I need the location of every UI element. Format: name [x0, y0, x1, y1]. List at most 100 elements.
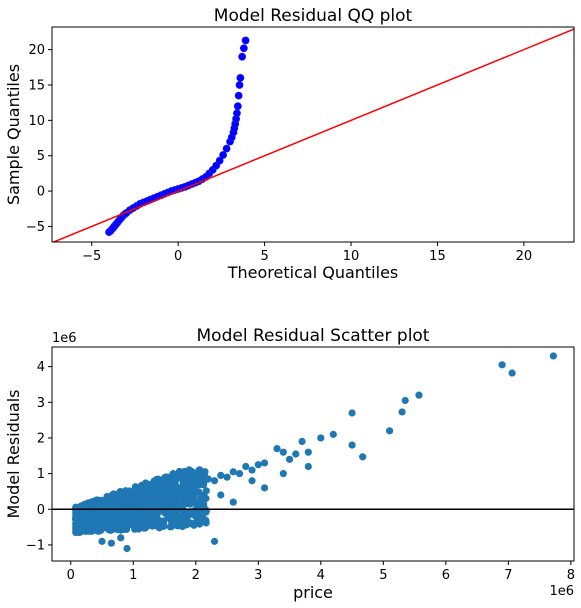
residual-point: [304, 462, 312, 471]
residual-point: [415, 391, 423, 399]
residual-point: [123, 544, 131, 553]
qq-point: [235, 81, 244, 89]
residual-point: [273, 445, 281, 453]
residual-point: [235, 470, 244, 478]
residual-point: [190, 491, 198, 499]
scatter-plot-xticks: 0 1 2 3 4 5 6 7 8: [67, 561, 575, 583]
residual-point: [154, 491, 162, 499]
x-tick-label: 5: [260, 249, 268, 264]
qq-plot-title: Model Residual QQ plot: [214, 6, 413, 26]
residual-point: [148, 516, 156, 524]
qq-plot-frame: [51, 26, 575, 243]
residual-point: [171, 509, 179, 518]
residual-point: [121, 524, 129, 532]
residual-point: [254, 461, 262, 469]
residual-point: [248, 466, 256, 474]
qq-point: [233, 109, 241, 118]
qq-point: [233, 102, 242, 111]
residual-point: [72, 513, 80, 521]
qq-plot-xticks: −5 0 5 10 15 20: [82, 242, 532, 264]
residual-point: [192, 512, 200, 521]
y-tick-label: −1: [26, 538, 45, 553]
residual-point: [148, 488, 156, 496]
residual-point: [242, 462, 250, 471]
residual-point: [74, 525, 82, 533]
x-tick-label: 1: [129, 568, 137, 583]
residual-point: [229, 498, 237, 506]
x-tick-label: 0: [67, 568, 75, 583]
residual-point: [177, 519, 186, 527]
qq-plot-reference-line: [52, 28, 574, 242]
residual-point: [217, 471, 225, 479]
residual-point: [508, 369, 516, 377]
residual-point: [192, 478, 200, 487]
y-tick-label: 3: [37, 396, 45, 411]
x-tick-label: 8: [567, 568, 575, 583]
y-tick-label: −5: [26, 220, 45, 235]
y-tick-label: 5: [37, 149, 45, 164]
residual-point: [329, 430, 337, 438]
scatter-plot-y-offset-label: 1e6: [52, 331, 77, 346]
x-tick-label: 6: [442, 568, 450, 583]
residual-point: [129, 512, 137, 520]
residual-point: [204, 475, 212, 483]
residual-point: [180, 467, 189, 476]
residual-point: [107, 539, 115, 547]
residual-point: [304, 448, 312, 456]
residual-point: [298, 437, 306, 446]
residual-point: [292, 450, 300, 458]
residual-point: [163, 500, 171, 508]
y-tick-label: 20: [28, 43, 45, 58]
residual-point: [184, 499, 192, 507]
residual-point: [78, 519, 86, 527]
scatter-plot-x-offset-label: 1e6: [549, 584, 574, 599]
residual-scatter-plot: Model Residual Scatter plot price Model …: [4, 326, 575, 602]
y-tick-label: 2: [37, 431, 45, 446]
residual-point: [158, 520, 166, 528]
residual-point: [197, 498, 205, 506]
residual-point: [79, 509, 87, 517]
y-tick-label: 0: [37, 185, 45, 200]
residual-point: [169, 479, 177, 487]
residual-point: [134, 525, 143, 533]
residual-point: [142, 481, 151, 489]
residual-point: [123, 502, 131, 510]
residual-point: [154, 475, 162, 483]
scatter-plot-title: Model Residual Scatter plot: [197, 326, 430, 346]
residual-point: [166, 523, 174, 531]
x-tick-label: 3: [254, 568, 262, 583]
residual-point: [317, 434, 325, 442]
x-tick-label: 20: [516, 249, 533, 264]
residual-point: [114, 514, 122, 522]
x-tick-label: 2: [192, 568, 200, 583]
residual-point: [135, 496, 144, 504]
residual-point: [217, 491, 225, 499]
residual-point: [87, 510, 95, 518]
residual-point: [92, 516, 100, 524]
residual-point: [138, 509, 146, 517]
residual-point: [136, 517, 144, 525]
residual-point: [173, 502, 181, 510]
scatter-plot-ylabel: Model Residuals: [4, 389, 23, 518]
qq-point: [238, 52, 247, 61]
residual-point: [260, 459, 269, 467]
residual-point: [229, 468, 237, 476]
residual-point: [98, 512, 106, 521]
residual-point: [359, 453, 367, 461]
residual-point: [150, 502, 158, 510]
residual-point: [223, 473, 231, 481]
residual-point: [122, 487, 130, 495]
residual-point: [193, 472, 202, 480]
qq-point: [215, 156, 224, 165]
residual-point: [160, 489, 169, 497]
residual-point: [279, 470, 287, 478]
qq-point: [241, 36, 250, 45]
scatter-plot-points: [72, 352, 557, 553]
residual-point: [185, 484, 194, 492]
scatter-plot-xlabel: price: [293, 583, 333, 602]
residual-point: [95, 527, 103, 535]
residual-point: [148, 493, 156, 501]
residual-point: [117, 534, 125, 542]
residual-point: [194, 519, 202, 527]
